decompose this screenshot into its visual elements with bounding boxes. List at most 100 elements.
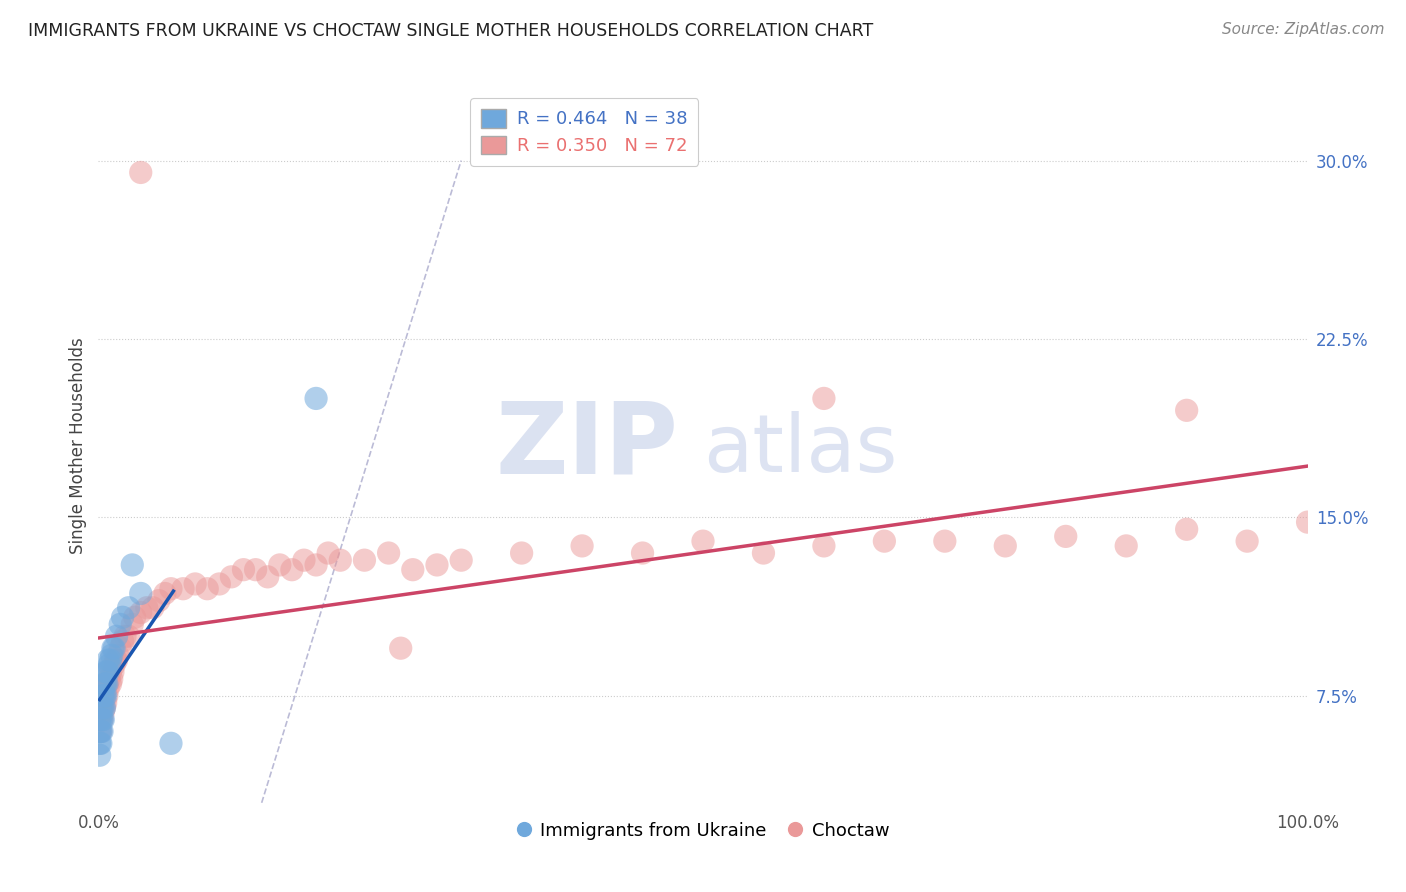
Point bbox=[91, 700, 114, 714]
Point bbox=[93, 689, 115, 703]
Point bbox=[245, 563, 267, 577]
Point bbox=[316, 546, 339, 560]
Point bbox=[90, 724, 112, 739]
Point bbox=[114, 629, 136, 643]
Point bbox=[89, 713, 111, 727]
Point bbox=[269, 558, 291, 572]
Point bbox=[91, 689, 114, 703]
Point bbox=[93, 689, 115, 703]
Point bbox=[129, 586, 152, 600]
Point bbox=[103, 641, 125, 656]
Point bbox=[98, 657, 121, 672]
Point bbox=[91, 706, 114, 720]
Text: IMMIGRANTS FROM UKRAINE VS CHOCTAW SINGLE MOTHER HOUSEHOLDS CORRELATION CHART: IMMIGRANTS FROM UKRAINE VS CHOCTAW SINGL… bbox=[28, 22, 873, 40]
Point bbox=[105, 629, 128, 643]
Point bbox=[93, 677, 115, 691]
Point bbox=[100, 665, 122, 679]
Point bbox=[94, 696, 117, 710]
Point bbox=[377, 546, 399, 560]
Point bbox=[1175, 522, 1198, 536]
Point bbox=[90, 713, 112, 727]
Point bbox=[121, 617, 143, 632]
Point bbox=[89, 736, 111, 750]
Point bbox=[208, 577, 231, 591]
Text: atlas: atlas bbox=[703, 410, 897, 489]
Point bbox=[232, 563, 254, 577]
Point bbox=[104, 653, 127, 667]
Point bbox=[89, 724, 111, 739]
Point bbox=[118, 629, 141, 643]
Point bbox=[450, 553, 472, 567]
Point bbox=[94, 689, 117, 703]
Point bbox=[91, 713, 114, 727]
Text: ZIP: ZIP bbox=[496, 398, 679, 494]
Point bbox=[1175, 403, 1198, 417]
Point bbox=[1296, 515, 1319, 529]
Point bbox=[97, 653, 120, 667]
Point bbox=[692, 534, 714, 549]
Point bbox=[160, 736, 183, 750]
Point bbox=[111, 634, 134, 648]
Point bbox=[118, 600, 141, 615]
Point bbox=[571, 539, 593, 553]
Point bbox=[91, 696, 114, 710]
Point bbox=[813, 539, 835, 553]
Point bbox=[100, 653, 122, 667]
Point bbox=[89, 713, 111, 727]
Point bbox=[1236, 534, 1258, 549]
Point bbox=[994, 539, 1017, 553]
Point bbox=[98, 672, 121, 686]
Point bbox=[752, 546, 775, 560]
Point bbox=[1115, 539, 1137, 553]
Point bbox=[873, 534, 896, 549]
Point bbox=[124, 610, 146, 624]
Point bbox=[813, 392, 835, 406]
Point bbox=[101, 665, 124, 679]
Point bbox=[91, 689, 114, 703]
Point bbox=[108, 641, 131, 656]
Point bbox=[329, 553, 352, 567]
Point bbox=[101, 641, 124, 656]
Y-axis label: Single Mother Households: Single Mother Households bbox=[69, 338, 87, 554]
Point bbox=[148, 593, 170, 607]
Point bbox=[121, 558, 143, 572]
Point bbox=[93, 700, 115, 714]
Point bbox=[129, 165, 152, 179]
Point bbox=[1054, 529, 1077, 543]
Point bbox=[129, 606, 152, 620]
Point bbox=[91, 713, 114, 727]
Point bbox=[153, 586, 176, 600]
Point bbox=[172, 582, 194, 596]
Point bbox=[91, 700, 114, 714]
Point bbox=[631, 546, 654, 560]
Point bbox=[100, 677, 122, 691]
Point bbox=[305, 392, 328, 406]
Point bbox=[184, 577, 207, 591]
Point bbox=[97, 665, 120, 679]
Point bbox=[96, 665, 118, 679]
Point bbox=[93, 700, 115, 714]
Point bbox=[135, 600, 157, 615]
Point bbox=[934, 534, 956, 549]
Point bbox=[107, 648, 129, 663]
Point bbox=[389, 641, 412, 656]
Point bbox=[221, 570, 243, 584]
Point bbox=[510, 546, 533, 560]
Point bbox=[108, 617, 131, 632]
Point bbox=[160, 582, 183, 596]
Point bbox=[90, 706, 112, 720]
Point bbox=[111, 610, 134, 624]
Point bbox=[89, 748, 111, 763]
Point bbox=[90, 736, 112, 750]
Point bbox=[256, 570, 278, 584]
Point bbox=[94, 665, 117, 679]
Point bbox=[105, 653, 128, 667]
Point bbox=[100, 672, 122, 686]
Point bbox=[103, 657, 125, 672]
Point bbox=[97, 681, 120, 696]
Point bbox=[426, 558, 449, 572]
Point bbox=[305, 558, 328, 572]
Point bbox=[195, 582, 218, 596]
Point bbox=[90, 700, 112, 714]
Point bbox=[142, 600, 165, 615]
